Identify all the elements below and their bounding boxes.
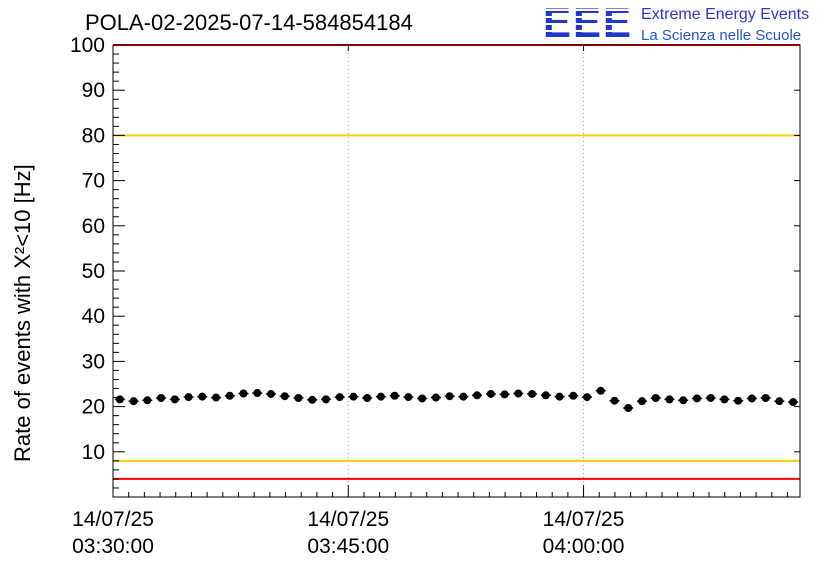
- data-point: [335, 393, 344, 402]
- data-point: [541, 391, 550, 400]
- y-tick-label: 70: [82, 170, 105, 193]
- data-point: [418, 394, 427, 403]
- data-point: [198, 392, 207, 401]
- data-point: [376, 392, 385, 401]
- data-point: [212, 393, 221, 402]
- data-point: [349, 392, 358, 401]
- plot-title: POLA-02-2025-07-14-584854184: [85, 10, 413, 35]
- data-point: [431, 393, 440, 402]
- data-point: [596, 386, 605, 395]
- data-point: [294, 394, 303, 403]
- eee-brand-text: Extreme Energy Events La Scienza nelle S…: [641, 4, 809, 44]
- x-tick-label-date: 14/07/25: [72, 508, 154, 531]
- data-point: [679, 396, 688, 405]
- data-point: [404, 393, 413, 402]
- y-tick-label: 20: [82, 396, 105, 419]
- data-point: [555, 392, 564, 401]
- x-tick-label-time: 03:45:00: [307, 535, 389, 558]
- data-point: [445, 392, 454, 401]
- data-point: [569, 391, 578, 400]
- y-tick-label: 40: [82, 305, 105, 328]
- data-point: [692, 394, 701, 403]
- x-tick-label-date: 14/07/25: [307, 508, 389, 531]
- data-point: [459, 392, 468, 401]
- brand-line2: La Scienza nelle Scuole: [641, 27, 802, 44]
- data-point: [583, 393, 592, 402]
- eee-logo-text: EEE: [543, 0, 634, 46]
- y-tick-label: 60: [82, 215, 105, 238]
- data-point: [624, 403, 633, 412]
- data-point: [610, 396, 619, 405]
- data-point: [239, 389, 248, 398]
- data-point: [514, 389, 523, 398]
- y-tick-label: 30: [82, 350, 105, 373]
- data-point: [665, 395, 674, 404]
- data-point: [363, 394, 372, 403]
- data-point: [651, 394, 660, 403]
- data-point: [720, 395, 729, 404]
- y-tick-label: 100: [70, 34, 105, 57]
- data-point: [528, 389, 537, 398]
- data-point: [473, 391, 482, 400]
- data-point: [253, 389, 262, 398]
- x-tick-label-date: 14/07/25: [543, 508, 625, 531]
- data-point: [308, 395, 317, 404]
- y-tick-label: 90: [82, 79, 105, 102]
- data-point: [115, 395, 124, 404]
- y-tick-label: 50: [82, 260, 105, 283]
- data-point: [390, 391, 399, 400]
- data-point: [225, 391, 234, 400]
- x-tick-label-time: 04:00:00: [543, 535, 625, 558]
- data-point: [157, 394, 166, 403]
- data-point: [761, 394, 770, 403]
- y-tick-label: 80: [82, 124, 105, 147]
- data-point: [789, 398, 798, 407]
- data-point: [500, 390, 509, 399]
- data-point: [734, 396, 743, 405]
- data-point: [267, 389, 276, 398]
- data-point: [170, 395, 179, 404]
- eee-logo: EEE Extreme Energy Events La Scienza nel…: [543, 0, 809, 46]
- data-point: [321, 395, 330, 404]
- plot-frame: [112, 44, 801, 498]
- y-tick-label: 10: [82, 441, 105, 464]
- data-point: [706, 394, 715, 403]
- data-point: [280, 392, 289, 401]
- data-point: [143, 396, 152, 405]
- data-point: [184, 393, 193, 402]
- data-point: [637, 397, 646, 406]
- data-point: [747, 394, 756, 403]
- data-point: [775, 397, 784, 406]
- data-point: [129, 397, 138, 406]
- x-tick-label-time: 03:30:00: [72, 535, 154, 558]
- brand-line1: Extreme Energy Events: [641, 6, 810, 23]
- data-point: [486, 389, 495, 398]
